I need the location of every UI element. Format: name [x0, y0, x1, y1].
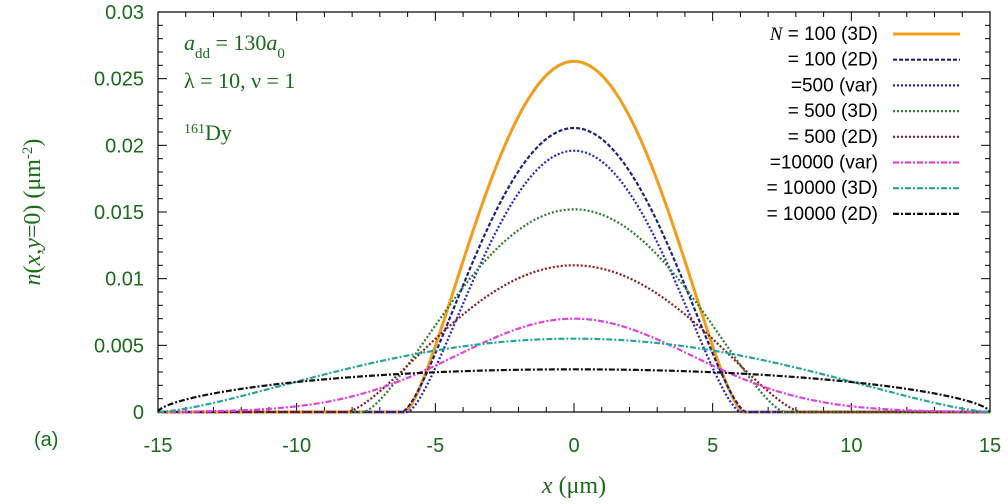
x-axis-title: x (μm) — [541, 473, 606, 499]
x-tick-label: -15 — [144, 435, 173, 457]
legend-label: N = 100 (3D) — [769, 24, 878, 45]
legend-label: = 100 (2D) — [788, 50, 878, 71]
series-line — [158, 208, 990, 414]
series-line — [157, 337, 991, 414]
annotation-lambda-nu: λ = 10, ν = 1 — [184, 68, 295, 93]
legend-label: = 10000 (3D) — [767, 178, 878, 199]
x-tick-labels: -15 -10 -5 0 5 10 15 — [144, 435, 1002, 457]
legend-label: = 500 (3D) — [788, 101, 878, 122]
legend-label: = 500 (2D) — [788, 127, 878, 148]
axis-ticks — [157, 11, 991, 413]
x-tick-label: -5 — [426, 435, 444, 457]
legend: N = 100 (3D) = 100 (2D) =500 (var) = 500 (3… — [767, 24, 960, 225]
x-tick-label: 15 — [979, 435, 1001, 457]
y-tick-label: 0.005 — [94, 335, 144, 357]
y-tick-label: 0.015 — [94, 202, 144, 224]
series-line — [158, 126, 990, 414]
legend-label: = 10000 (2D) — [767, 204, 878, 225]
y-tick-label: 0.025 — [94, 69, 144, 91]
y-tick-label: 0.02 — [105, 135, 144, 157]
y-tick-label: 0.03 — [105, 2, 144, 24]
x-tick-label: 10 — [840, 435, 862, 457]
x-tick-label: 5 — [707, 435, 718, 457]
panel-label: (a) — [34, 429, 58, 451]
series-line — [158, 149, 990, 414]
y-axis-title: n(x,y=0) (μm-2) — [20, 139, 46, 286]
y-tick-labels: 0 0.005 0.01 0.015 0.02 0.025 0.03 — [94, 2, 144, 424]
series-line — [157, 317, 991, 413]
series-line — [158, 264, 990, 414]
series-line — [157, 368, 991, 413]
y-tick-label: 0 — [133, 402, 144, 424]
y-tick-label: 0.01 — [105, 269, 144, 291]
series-curves — [157, 59, 991, 414]
x-tick-label: -10 — [282, 435, 311, 457]
legend-label: =10000 (var) — [770, 153, 878, 174]
legend-label: =500 (var) — [791, 75, 878, 96]
x-tick-label: 0 — [568, 435, 579, 457]
annotation-add: add = 130a0 — [184, 30, 285, 62]
annotation-isotope: 161Dy — [184, 120, 232, 145]
